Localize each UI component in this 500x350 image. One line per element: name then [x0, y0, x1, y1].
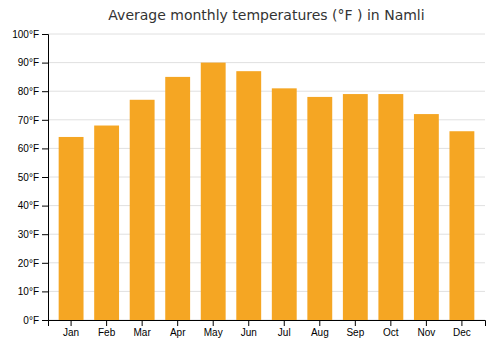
title: Average monthly temperatures (°F ) in Na… [108, 7, 424, 23]
x-tick-label: Jan [63, 327, 79, 338]
y-tick: 100°F [12, 29, 48, 40]
y-tick-mark [42, 206, 48, 207]
x-axis-line [49, 321, 486, 327]
y-axis: 0°F 10°F 20°F 30°F 40°F 50°F 60°F 70°F 80°F 90°F 1… [12, 29, 48, 326]
x-tick: Jul [278, 320, 291, 338]
x-tick-mark [71, 320, 72, 326]
x-tick-label: Jul [278, 327, 291, 338]
x-tick-label: Dec [453, 327, 471, 338]
y-axis-line [42, 35, 49, 321]
y-tick: 0°F [23, 315, 48, 326]
y-tick: 80°F [18, 86, 48, 97]
grid-line [48, 91, 485, 92]
bar [130, 100, 155, 320]
bar [449, 131, 474, 320]
chart: 0°F 10°F 20°F 30°F 40°F 50°F 60°F 70°F 80°F 90°F 1… [0, 0, 500, 350]
x-tick: Mar [134, 320, 152, 338]
x-tick: Jun [241, 320, 257, 338]
x-tick-mark [213, 320, 214, 326]
y-tick-label: 90°F [18, 57, 39, 68]
y-tick-label: 70°F [18, 115, 39, 126]
x-tick-mark [390, 320, 391, 326]
y-tick-label: 10°F [18, 286, 39, 297]
x-tick: Nov [417, 320, 435, 338]
x-tick-mark [461, 320, 462, 326]
y-tick: 30°F [18, 229, 48, 240]
bar [94, 126, 119, 320]
x-tick-label: Jun [241, 327, 257, 338]
x-tick: Jan [63, 320, 79, 338]
x-tick-mark [248, 320, 249, 326]
y-tick-mark [42, 177, 48, 178]
bar [414, 114, 439, 320]
x-tick-mark [106, 320, 107, 326]
x-tick: Sep [346, 320, 364, 338]
y-tick-label: 50°F [18, 172, 39, 183]
y-tick-mark [42, 91, 48, 92]
x-tick-mark [319, 320, 320, 326]
x-tick: Feb [98, 320, 116, 338]
bar [307, 97, 332, 320]
x-tick-label: Aug [311, 327, 329, 338]
y-tick-mark [42, 63, 48, 64]
bar [59, 137, 84, 320]
bar [272, 88, 297, 320]
x-tick: May [204, 320, 223, 338]
x-tick-label: Oct [383, 327, 399, 338]
y-tick-mark [42, 263, 48, 264]
x-tick-label: May [204, 327, 223, 338]
x-tick-mark [142, 320, 143, 326]
y-tick-label: 20°F [18, 258, 39, 269]
y-tick-label: 0°F [23, 315, 39, 326]
y-tick-mark [42, 148, 48, 149]
y-tick-mark [42, 234, 48, 235]
x-tick-label: Nov [417, 327, 435, 338]
bar [201, 63, 226, 320]
x-tick: Aug [311, 320, 329, 338]
x-tick-mark [426, 320, 427, 326]
x-tick: Dec [453, 320, 471, 338]
y-tick-label: 30°F [18, 229, 39, 240]
x-tick: Apr [170, 320, 186, 338]
x-tick-label: Mar [134, 327, 152, 338]
y-tick-label: 80°F [18, 86, 39, 97]
x-tick-label: Sep [346, 327, 364, 338]
x-tick-mark [177, 320, 178, 326]
grid-line [48, 34, 485, 35]
x-tick-label: Feb [98, 327, 116, 338]
bar [236, 71, 261, 320]
bars [59, 63, 475, 320]
y-tick-mark [42, 34, 48, 35]
x-axis: Jan Feb Mar Apr May Jun Jul Aug Sep Oct Nov Dec [49, 320, 486, 338]
y-tick-mark [42, 320, 48, 321]
y-tick-mark [42, 291, 48, 292]
x-tick-mark [355, 320, 356, 326]
grid [48, 34, 485, 320]
bar [378, 94, 403, 320]
x-tick: Oct [383, 320, 399, 338]
y-tick: 60°F [18, 143, 48, 154]
y-tick: 50°F [18, 172, 48, 183]
y-tick: 90°F [18, 57, 48, 68]
y-tick: 20°F [18, 258, 48, 269]
bar [165, 77, 190, 320]
y-tick: 40°F [18, 200, 48, 211]
y-tick-label: 40°F [18, 200, 39, 211]
grid-line [48, 62, 485, 63]
plot: 0°F 10°F 20°F 30°F 40°F 50°F 60°F 70°F 80°F 90°F 1… [12, 29, 485, 338]
x-tick-mark [284, 320, 285, 326]
y-tick: 70°F [18, 115, 48, 126]
y-tick-mark [42, 120, 48, 121]
y-tick-label: 100°F [12, 29, 39, 40]
bar [343, 94, 368, 320]
y-tick-label: 60°F [18, 143, 39, 154]
x-tick-label: Apr [170, 327, 186, 338]
y-tick: 10°F [18, 286, 48, 297]
